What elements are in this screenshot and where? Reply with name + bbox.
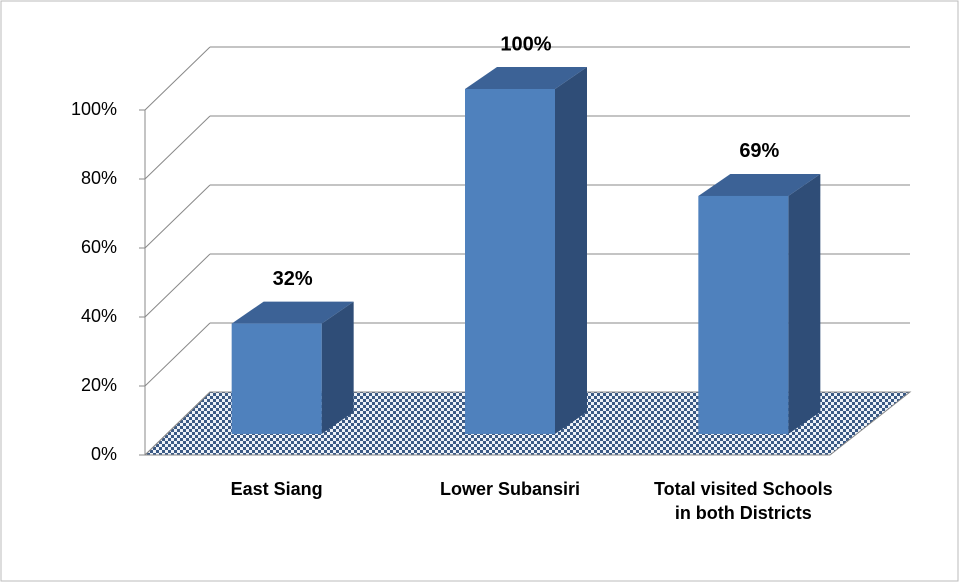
data-label: 100% bbox=[500, 33, 551, 55]
grid-line bbox=[145, 47, 210, 110]
y-tick-label: 20% bbox=[81, 375, 117, 395]
bar-side bbox=[555, 67, 587, 434]
bar-side bbox=[788, 174, 820, 434]
grid-line bbox=[145, 323, 210, 386]
bar bbox=[232, 324, 322, 434]
x-tick-label: Total visited Schools in both Districts bbox=[653, 477, 833, 525]
grid-line bbox=[145, 254, 210, 317]
chart-area: 0% 20% 40% 60% 80% 100% 32% 100% 69% East Siang L… bbox=[0, 0, 959, 582]
y-tick-label: 40% bbox=[81, 306, 117, 326]
bar bbox=[465, 89, 555, 434]
y-tick-label: 100% bbox=[71, 99, 117, 119]
data-label: 69% bbox=[739, 140, 779, 162]
data-label: 32% bbox=[273, 268, 313, 290]
y-tick-label: 80% bbox=[81, 168, 117, 188]
y-tick-label: 60% bbox=[81, 237, 117, 257]
y-tick-label: 0% bbox=[91, 444, 117, 464]
x-tick-label: Lower Subansiri bbox=[420, 477, 600, 501]
grid-line bbox=[145, 185, 210, 248]
grid-line bbox=[145, 116, 210, 179]
bar bbox=[698, 196, 788, 434]
bar-side bbox=[322, 302, 354, 434]
x-tick-label: East Siang bbox=[187, 477, 367, 501]
